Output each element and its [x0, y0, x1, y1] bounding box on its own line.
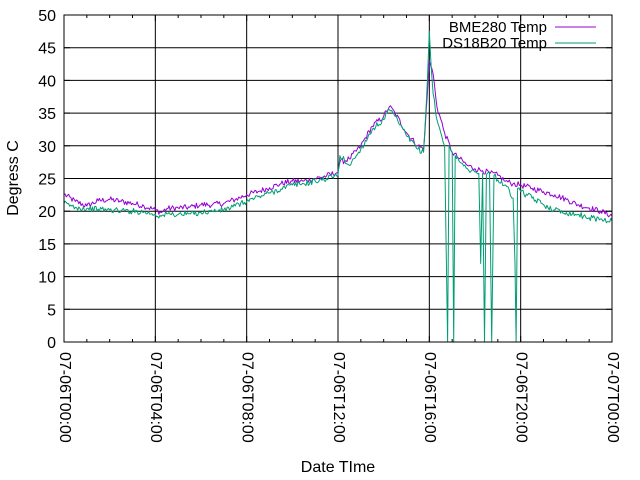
x-axis-label: Date TIme: [301, 459, 376, 476]
series-lines: [63, 30, 613, 343]
y-tick-label: 30: [38, 139, 56, 156]
y-axis-label: Degress C: [5, 140, 22, 216]
y-tick-label: 40: [38, 73, 56, 90]
grid-lines: [64, 15, 612, 342]
y-tick-label: 0: [47, 335, 56, 352]
y-tick-label: 15: [38, 237, 56, 254]
x-tick-label: 07-06T12:00: [330, 352, 347, 443]
y-axis-ticks: 0 5 10 15 20 25 30 35 40 45 50: [38, 8, 612, 352]
x-tick-label: 07-07T00:00: [604, 352, 621, 443]
y-tick-label: 5: [47, 302, 56, 319]
y-tick-label: 25: [38, 172, 56, 189]
x-axis-ticks: 07-06T00:00 07-06T04:00 07-06T08:00 07-06T1…: [56, 15, 621, 443]
x-tick-label: 07-06T20:00: [512, 352, 529, 443]
x-tick-label: 07-06T16:00: [421, 352, 438, 443]
series-line-1: [63, 60, 613, 218]
legend-label-2: DS18B20 Temp: [442, 35, 547, 52]
legend-label-1: BME280 Temp: [449, 19, 547, 36]
x-tick-label: 07-06T04:00: [147, 352, 164, 443]
y-tick-label: 35: [38, 106, 56, 123]
x-tick-label: 07-06T00:00: [56, 352, 73, 443]
y-tick-label: 50: [38, 8, 56, 25]
y-tick-label: 10: [38, 270, 56, 287]
y-tick-label: 45: [38, 41, 56, 58]
y-tick-label: 20: [38, 204, 56, 221]
x-tick-label: 07-06T08:00: [238, 352, 255, 443]
series-line-2: [63, 30, 613, 343]
